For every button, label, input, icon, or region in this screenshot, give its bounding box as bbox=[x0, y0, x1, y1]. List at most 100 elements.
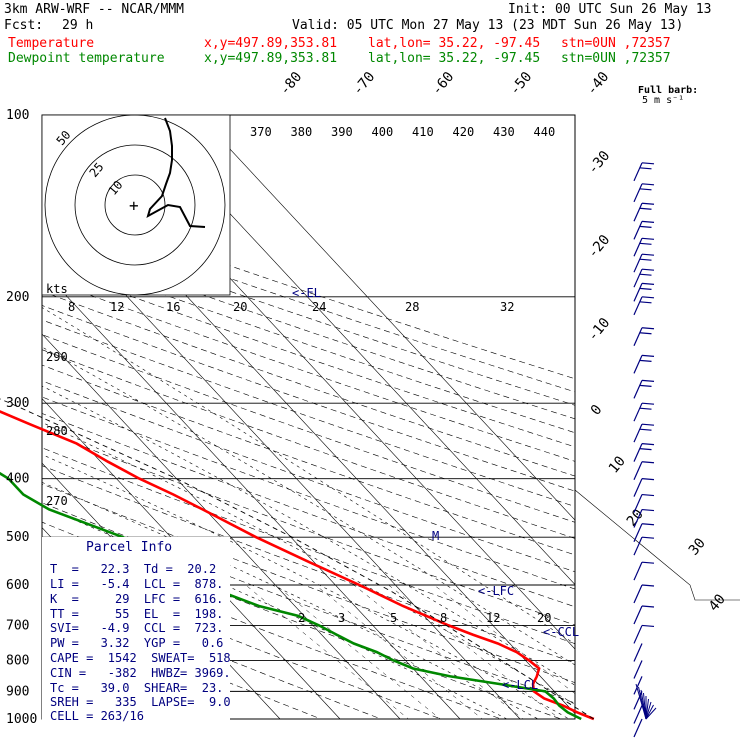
wind-barb-shaft bbox=[633, 509, 643, 528]
wind-barb bbox=[633, 379, 655, 399]
dry-adiabat bbox=[42, 334, 575, 523]
isotherm-label: 10 bbox=[606, 453, 629, 476]
wind-barb bbox=[633, 605, 655, 625]
pressure-tick-label: 900 bbox=[6, 684, 29, 699]
dry-adiabat bbox=[42, 465, 575, 664]
mixing-ratio-label: 8 bbox=[440, 611, 447, 625]
wind-barb-flag bbox=[639, 287, 652, 290]
wind-barb-flag bbox=[639, 301, 652, 304]
wind-barb bbox=[633, 354, 655, 374]
level-annotation: <-LCL bbox=[502, 678, 538, 692]
wind-barb bbox=[633, 584, 655, 604]
dry-adiabat-label: 270 bbox=[46, 494, 68, 508]
mixing-ratio-line bbox=[245, 584, 409, 719]
legend-temperature-latlon: lat,lon= 35.22, -97.45 bbox=[368, 36, 541, 51]
pressure-tick-label: 700 bbox=[6, 618, 29, 633]
wind-barb-shaft bbox=[633, 203, 643, 222]
wind-barb bbox=[633, 327, 655, 346]
forecast-label: Fcst: bbox=[4, 18, 44, 33]
isotherm-label: 30 bbox=[686, 535, 709, 558]
upper-mixing-label: 16 bbox=[166, 300, 180, 314]
isotherm-label: -70 bbox=[350, 69, 379, 99]
wind-barb-flag bbox=[641, 508, 655, 512]
mixing-ratio-label: 2 bbox=[298, 611, 305, 625]
moist-adiabat bbox=[42, 385, 575, 686]
pressure-tick-label: 200 bbox=[6, 290, 29, 305]
isotherm-label: -50 bbox=[507, 69, 536, 99]
hodograph-ring bbox=[74, 144, 196, 266]
wind-barb-shaft bbox=[633, 238, 643, 257]
wind-barb-shaft bbox=[633, 643, 643, 662]
wind-barb-flag bbox=[641, 523, 655, 526]
wind-barb-shaft bbox=[633, 605, 643, 625]
wind-barb-shaft bbox=[633, 705, 643, 724]
wind-barb bbox=[633, 643, 643, 662]
dry-adiabat-label: 390 bbox=[331, 125, 353, 139]
dry-adiabat-label: 420 bbox=[453, 125, 475, 139]
wind-barb bbox=[633, 202, 655, 222]
wind-barb-shaft bbox=[633, 676, 643, 695]
wind-barb-shaft bbox=[633, 296, 643, 316]
wind-barb-flag bbox=[639, 332, 652, 335]
wind-barb-flag bbox=[639, 258, 652, 261]
wind-barb-flag bbox=[641, 183, 655, 186]
dry-adiabat bbox=[42, 349, 575, 539]
upper-mixing-label: 28 bbox=[405, 300, 419, 314]
wind-barb bbox=[633, 296, 655, 316]
wind-barb-shaft bbox=[633, 423, 643, 443]
hodograph-units: kts bbox=[46, 282, 68, 296]
moist-adiabat bbox=[42, 307, 575, 645]
wind-barb bbox=[633, 268, 655, 288]
legend-dewpoint: Dewpoint temperature bbox=[8, 51, 165, 66]
level-annotation: <-EL bbox=[292, 286, 321, 300]
plot-frame bbox=[41, 114, 576, 720]
wind-barb-flag bbox=[639, 448, 652, 451]
wind-barb-flag bbox=[639, 359, 652, 362]
dry-adiabat-label: 400 bbox=[372, 125, 394, 139]
wind-barb-shaft bbox=[633, 402, 643, 422]
dry-adiabat bbox=[42, 277, 575, 462]
level-annotation: <-CCL bbox=[543, 625, 579, 639]
wind-barb bbox=[633, 253, 655, 273]
wind-barb-shaft bbox=[633, 584, 643, 604]
wind-barb-flag bbox=[641, 461, 655, 464]
parcel-row-k: K = 29 LFC = 616. bbox=[50, 592, 224, 606]
parcel-info-panel bbox=[42, 537, 230, 731]
isotherm-label: -60 bbox=[429, 69, 458, 99]
wind-barb-shaft bbox=[633, 461, 643, 480]
dry-adiabat-label: 280 bbox=[46, 424, 68, 438]
dry-adiabat bbox=[42, 583, 382, 719]
valid-time: Valid: 05 UTC Mon 27 May 13 (23 MDT Sun … bbox=[292, 18, 684, 33]
wind-barb bbox=[633, 523, 655, 542]
wind-barb-flag bbox=[639, 273, 652, 276]
parcel-row-li: LI = -5.4 LCL = 878. bbox=[50, 577, 224, 591]
wind-barb-flag bbox=[639, 407, 652, 410]
upper-mixing-label: 8 bbox=[68, 300, 75, 314]
wind-barb-flag bbox=[641, 423, 655, 426]
wind-barb bbox=[633, 493, 655, 513]
dry-adiabat-label: 440 bbox=[534, 125, 556, 139]
parcel-info-title: Parcel Info bbox=[86, 540, 173, 555]
isotherm-label: -10 bbox=[585, 315, 614, 345]
moist-adiabat bbox=[42, 454, 570, 719]
wind-barb bbox=[633, 705, 643, 724]
dry-adiabat bbox=[42, 483, 575, 683]
parcel-row-tc: Tc = 39.0 SHEAR= 23. bbox=[50, 681, 224, 695]
isotherm-label: -20 bbox=[585, 232, 614, 262]
pressure-tick-label: 300 bbox=[6, 396, 29, 411]
pressure-tick-label: 600 bbox=[6, 578, 29, 593]
dry-adiabat-label: 370 bbox=[250, 125, 272, 139]
isotherm-line bbox=[138, 115, 575, 586]
hodograph-trace bbox=[146, 117, 206, 228]
wind-barb-flag bbox=[641, 493, 655, 497]
legend-temperature-station: stn=0UN ,72357 bbox=[561, 36, 671, 51]
mixing-ratio-line bbox=[275, 584, 441, 719]
wind-barb bbox=[633, 443, 655, 462]
barb-key-units: 5 m s⁻¹ bbox=[642, 95, 685, 106]
dry-adiabat bbox=[42, 263, 575, 448]
isotherm-line bbox=[198, 115, 575, 521]
wind-barb bbox=[633, 220, 655, 240]
wind-barb bbox=[633, 402, 655, 422]
wind-barb-flag bbox=[641, 605, 655, 608]
